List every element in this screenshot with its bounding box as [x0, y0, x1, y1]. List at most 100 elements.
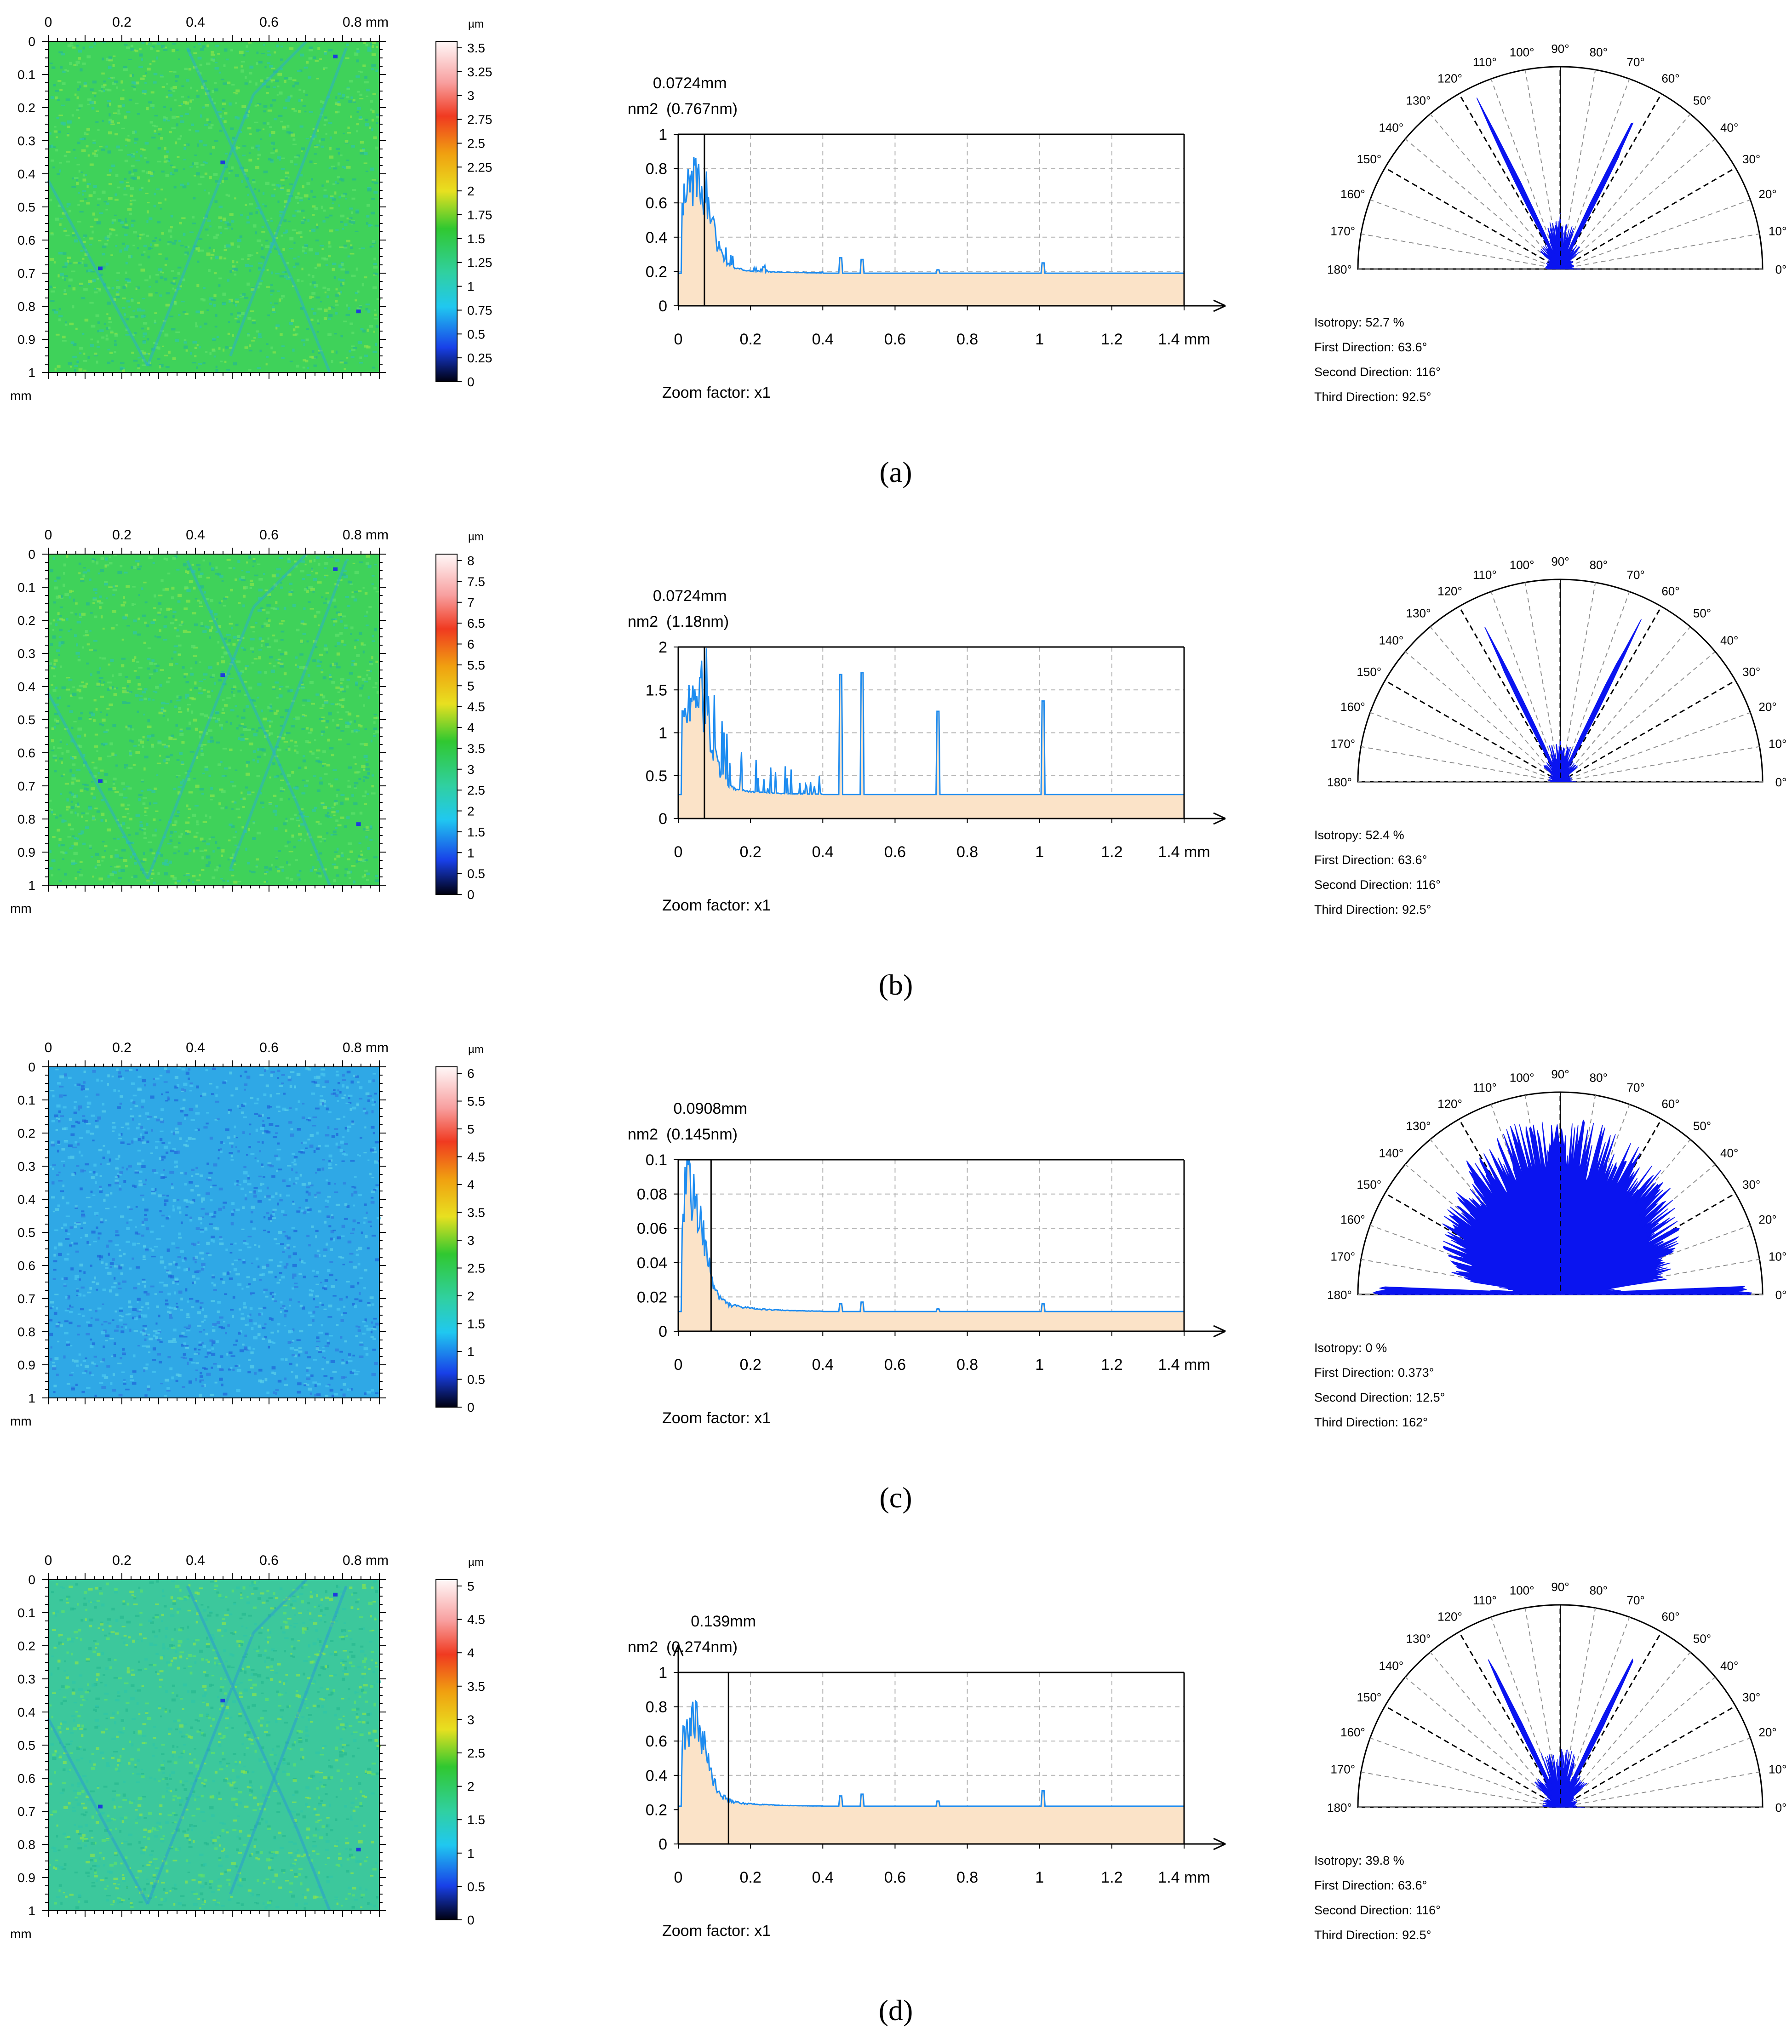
surface-speck — [64, 1258, 69, 1260]
surface-speck — [363, 769, 366, 771]
map-y-tick-label: 0.3 — [17, 134, 35, 148]
surface-speck — [54, 1247, 57, 1250]
surface-speck — [205, 766, 208, 768]
surface-speck — [295, 656, 298, 658]
surface-speck — [125, 224, 128, 227]
surface-speck — [370, 167, 374, 171]
surface-speck — [174, 705, 177, 708]
map-y-tick-label: 0.5 — [17, 713, 35, 727]
surface-speck — [147, 726, 152, 728]
surface-speck — [155, 281, 158, 283]
surface-speck — [368, 606, 372, 608]
surface-speck — [172, 1242, 175, 1245]
surface-speck — [301, 221, 304, 224]
polar-angle-label: 60° — [1661, 584, 1679, 598]
surface-speck — [356, 654, 360, 657]
surface-speck — [115, 849, 118, 851]
surface-speck — [281, 295, 285, 298]
surface-speck — [277, 73, 282, 75]
surface-speck — [265, 240, 268, 242]
surface-speck — [240, 69, 244, 73]
surface-speck — [195, 661, 197, 664]
surface-speck — [334, 132, 337, 134]
surface-speck — [333, 307, 335, 309]
surface-speck — [82, 194, 84, 196]
surface-speck — [353, 881, 355, 884]
surface-speck — [194, 155, 196, 156]
surface-speck — [118, 673, 121, 676]
surface-speck — [141, 187, 143, 189]
surface-speck — [301, 150, 303, 152]
surface-speck — [280, 653, 284, 655]
surface-speck — [184, 339, 187, 341]
psd-y-tick-label: 0 — [658, 298, 667, 315]
surface-speck — [366, 873, 370, 876]
surface-speck — [136, 676, 140, 679]
surface-speck — [195, 1185, 199, 1187]
surface-speck — [114, 1206, 116, 1208]
surface-speck — [274, 712, 277, 715]
surface-speck — [252, 1348, 255, 1350]
surface-speck — [300, 838, 302, 840]
surface-speck — [148, 256, 150, 258]
surface-speck — [272, 1217, 276, 1219]
surface-speck — [294, 82, 298, 85]
surface-speck — [153, 882, 155, 884]
surface-speck — [246, 1276, 250, 1278]
surface-speck — [155, 829, 157, 832]
surface-speck — [317, 308, 322, 310]
surface-speck — [332, 1135, 335, 1138]
surface-speck — [136, 661, 139, 663]
surface-speck — [99, 595, 102, 598]
surface-speck — [160, 208, 162, 210]
surface-speck — [352, 189, 356, 191]
surface-speck — [132, 1101, 135, 1104]
surface-speck — [155, 292, 158, 293]
surface-speck — [230, 313, 233, 315]
surface-speck — [160, 276, 163, 279]
surface-speck — [83, 370, 86, 372]
surface-speck — [235, 578, 237, 581]
surface-speck — [132, 310, 135, 312]
surface-speck — [208, 861, 211, 864]
surface-speck — [160, 684, 162, 687]
surface-speck — [235, 845, 237, 846]
surface-speck — [281, 46, 283, 47]
colorbar-tick-label: 3.5 — [467, 741, 485, 756]
polar-stat-value: 116° — [1416, 878, 1441, 892]
surface-speck — [188, 808, 191, 810]
surface-speck — [222, 708, 224, 711]
surface-speck — [254, 122, 258, 123]
surface-speck — [143, 1369, 145, 1372]
surface-speck — [137, 688, 142, 690]
surface-speck — [306, 780, 309, 782]
surface-speck — [326, 832, 328, 834]
surface-speck — [218, 284, 221, 286]
psd-unit-label: nm2 — [628, 100, 658, 118]
surface-speck — [252, 566, 254, 567]
surface-speck — [157, 161, 161, 162]
surface-speck — [271, 1175, 275, 1178]
surface-speck — [180, 115, 183, 117]
surface-speck — [201, 856, 204, 859]
surface-speck — [256, 252, 258, 253]
surface-speck — [262, 226, 264, 228]
surface-speck — [156, 774, 158, 776]
surface-speck — [367, 329, 369, 332]
surface-speck — [258, 1265, 259, 1268]
surface-speck — [322, 220, 325, 223]
surface-speck — [78, 1294, 81, 1297]
surface-speck — [134, 862, 137, 865]
surface-speck — [280, 58, 283, 61]
surface-speck — [314, 1276, 318, 1277]
surface-speck — [275, 324, 280, 326]
surface-speck — [103, 42, 106, 43]
surface-speck — [358, 1247, 362, 1250]
surface-speck — [160, 74, 164, 76]
surface-speck — [237, 1283, 241, 1286]
surface-speck — [364, 276, 367, 278]
surface-speck — [147, 739, 149, 741]
surface-speck — [70, 806, 74, 809]
surface-speck — [180, 183, 184, 186]
surface-speck — [329, 1155, 332, 1157]
